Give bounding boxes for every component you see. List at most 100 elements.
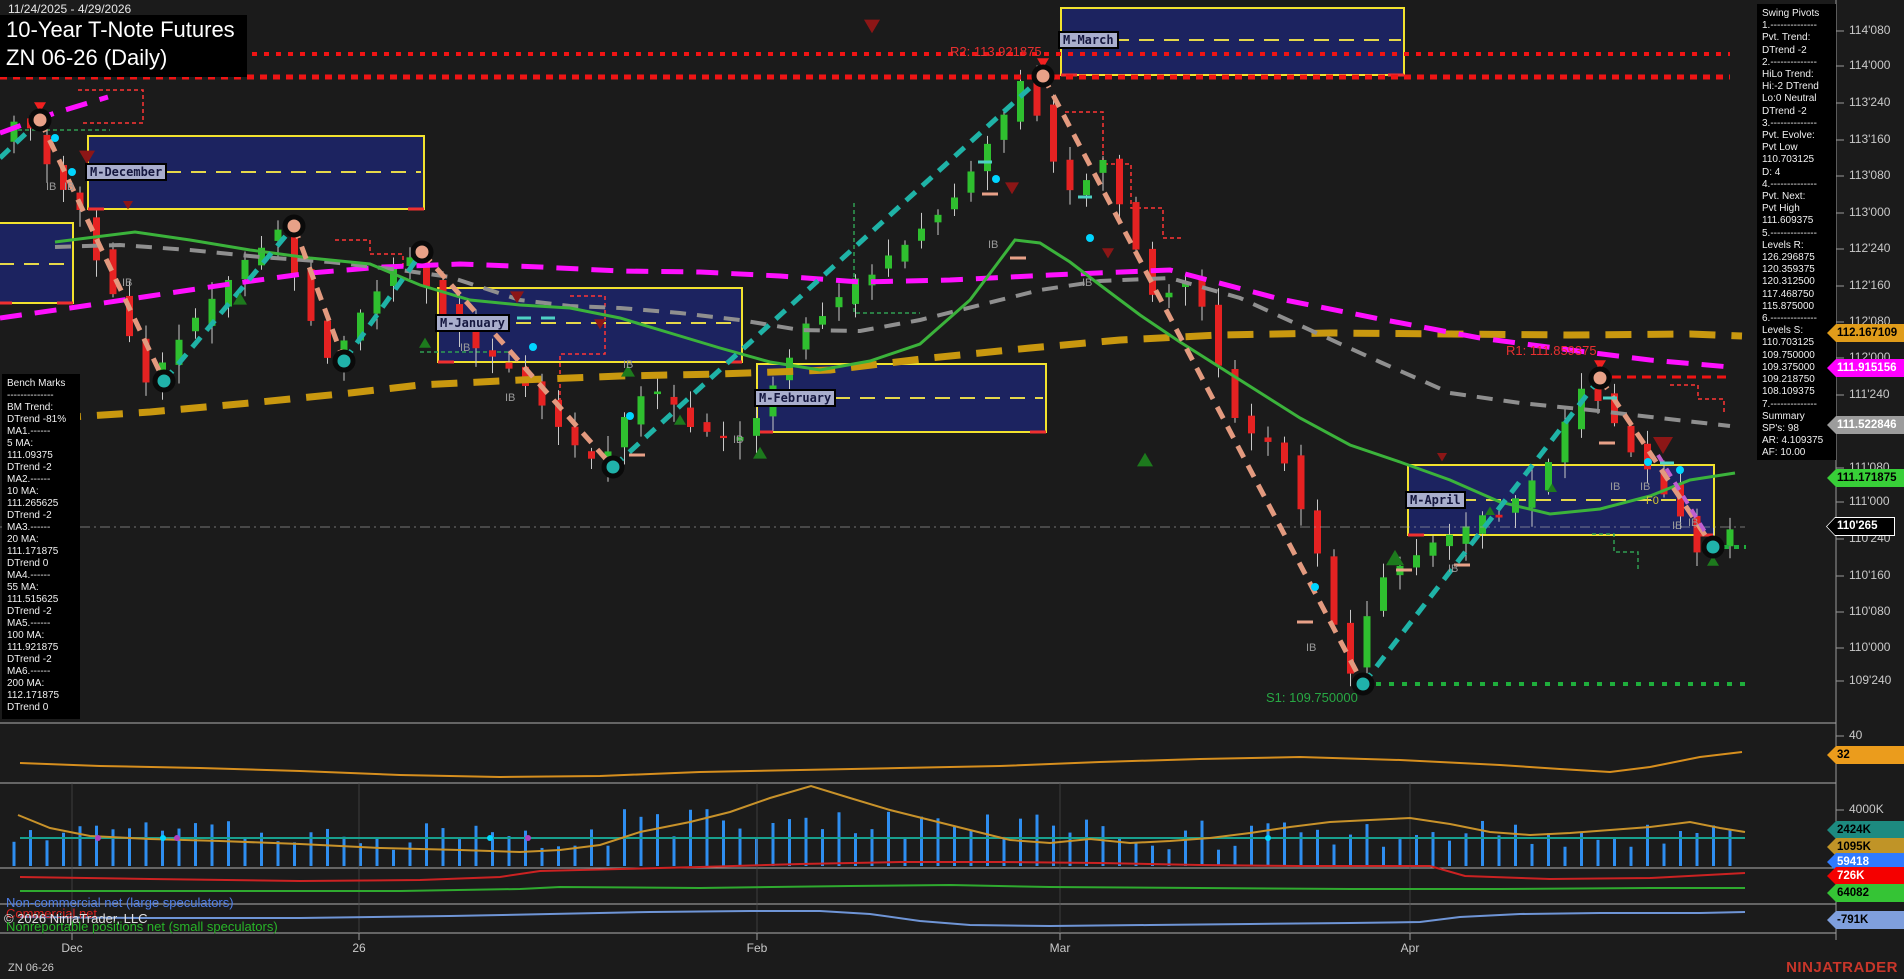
level-label: S1: 109.750000 [1266,690,1358,705]
panel-line: Summary [1762,410,1805,422]
initial-balance-label: IB [733,434,744,446]
level-label: R1: 111.859375 [1506,343,1597,358]
initial-balance-label: IB [122,277,133,289]
panel-line: Lo:0 Neutral [1762,93,1817,105]
contract-title: ZN 06-26 (Daily) [6,45,168,70]
price-axis-tick: 112'240 [1849,241,1891,255]
panel-line: Bench Marks [7,378,66,389]
panel-line: 109.218750 [1762,374,1815,386]
time-axis-label: 26 [352,941,366,955]
panel-line: D: 4 [1762,166,1781,178]
price-tag: 726K [1827,867,1904,885]
panel-line: 110.703125 [1762,154,1815,166]
panel-line: 126.296875 [1762,252,1815,264]
initial-balance-label: IB [1448,563,1459,575]
last-price-tag: 110'265 [1826,517,1895,536]
panel-line: 10 MA: [7,486,39,497]
panel-line: DTrend -2 [1762,105,1807,117]
panel-line: Pvt Low [1762,142,1798,154]
panel-line: DTrend 0 [7,702,49,713]
price-tag: 112.167109 [1827,324,1904,342]
last-price-tag-value: 110'265 [1827,518,1894,535]
price-axis-tick: 113'000 [1849,205,1891,219]
panel-line: Swing Pivots [1762,8,1820,19]
panel-line: DTrend -81% [7,414,67,425]
price-axis-tick: 111'000 [1849,494,1890,508]
panel-line: MA4.------ [7,570,51,581]
time-axis-label: Dec [61,941,83,955]
price-tag: 111.915156 [1827,359,1904,377]
price-axis-tick: 112'160 [1849,278,1891,292]
time-axis[interactable] [0,933,1836,961]
panel-line: 111.265625 [7,498,59,509]
initial-balance-label: IB [1610,481,1621,493]
initial-balance-label: IB [1688,517,1699,529]
initial-balance-label: IB [46,181,57,193]
panel-line: 111.171875 [7,546,59,557]
panel-line: Levels S: [1762,325,1804,337]
initial-balance-label: IB [1082,277,1093,289]
price-tag: 1095K [1827,838,1904,856]
time-axis-label: Feb [746,941,768,955]
panel-line: Pvt. Next: [1762,191,1806,203]
initial-balance-label: IB [623,359,634,371]
panel-line: MA1.------ [7,426,51,437]
bench-marks-panel: Bench Marks -------------- BM Trend: DTrend… [2,374,80,719]
price-tag: 111.522846 [1827,416,1904,434]
f0-label: F0 [1646,495,1659,507]
panel-line: 2.-------------- [1762,56,1817,68]
price-tag: 64082 [1827,884,1904,902]
panel-line: DTrend 0 [7,558,49,569]
panel-line: 109.750000 [1762,349,1815,361]
panel-line: HiLo Trend: [1762,69,1814,81]
panel-line: 120.359375 [1762,264,1815,276]
panel-line: 120.312500 [1762,276,1815,288]
month-range-label[interactable]: M-April [1405,491,1466,509]
panel-line: 112.171875 [7,690,60,701]
month-range-label[interactable]: M-December [85,163,168,181]
price-axis-tick: 114'080 [1849,23,1891,37]
initial-balance-label: IB [64,181,75,193]
initial-balance-label: IB [460,342,471,354]
panel-line: 111.515625 [7,594,59,605]
panel-line: Pvt. Evolve: [1762,130,1815,142]
price-axis-tick: 110'160 [1849,568,1891,582]
panel-line: SP's: 98 [1762,422,1799,434]
month-range-label[interactable]: M-February [754,389,837,407]
panel-line: MA5.------ [7,618,51,629]
ninjatrader-logo: NINJATRADER [1786,959,1898,976]
panel-line: 108.109375 [1762,386,1815,398]
symbol-watermark: ZN 06-26 [8,962,54,974]
panel-line: DTrend -2 [7,462,52,473]
copyright-text: © 2026 NinjaTrader, LLC [4,911,148,926]
price-axis-tick: 110'000 [1849,640,1891,654]
panel-line: 3.-------------- [1762,117,1817,129]
panel-line: Pvt. Trend: [1762,32,1811,44]
panel-line: 109.375000 [1762,361,1815,373]
level-label: R2: 113.921875 [950,44,1042,59]
panel-line: 110.703125 [1762,337,1815,349]
panel-line: AF: 10.00 [1762,447,1806,459]
panel-line: 100 MA: [7,630,45,641]
date-range: 11/24/2025 - 4/29/2026 [8,2,132,16]
panel-line: -------------- [7,390,54,401]
panel-line: MA2.------ [7,474,51,485]
panel-line: 20 MA: [7,534,39,545]
panel-line: 55 MA: [7,582,39,593]
price-tag: -791K [1827,911,1904,929]
panel-line: 200 MA: [7,678,45,689]
panel-line: Pvt High [1762,203,1800,215]
panel-line: DTrend -2 [7,510,52,521]
price-axis-tick: 113'080 [1849,168,1891,182]
panel-line: 7.-------------- [1762,398,1817,410]
initial-balance-label: IB [505,392,516,404]
time-axis-label: Apr [1400,941,1420,955]
month-range-label[interactable]: M-January [435,314,511,332]
initial-balance-label: IB [988,239,999,251]
price-axis-tick: 114'000 [1849,58,1891,72]
legend-commercial: Commercial net [6,906,98,921]
panel-line: 111.09375 [7,450,53,461]
chart-title-block: 10-Year T-Note Futures ZN 06-26 (Daily) [0,15,247,77]
month-range-label[interactable]: M-March [1058,31,1119,49]
